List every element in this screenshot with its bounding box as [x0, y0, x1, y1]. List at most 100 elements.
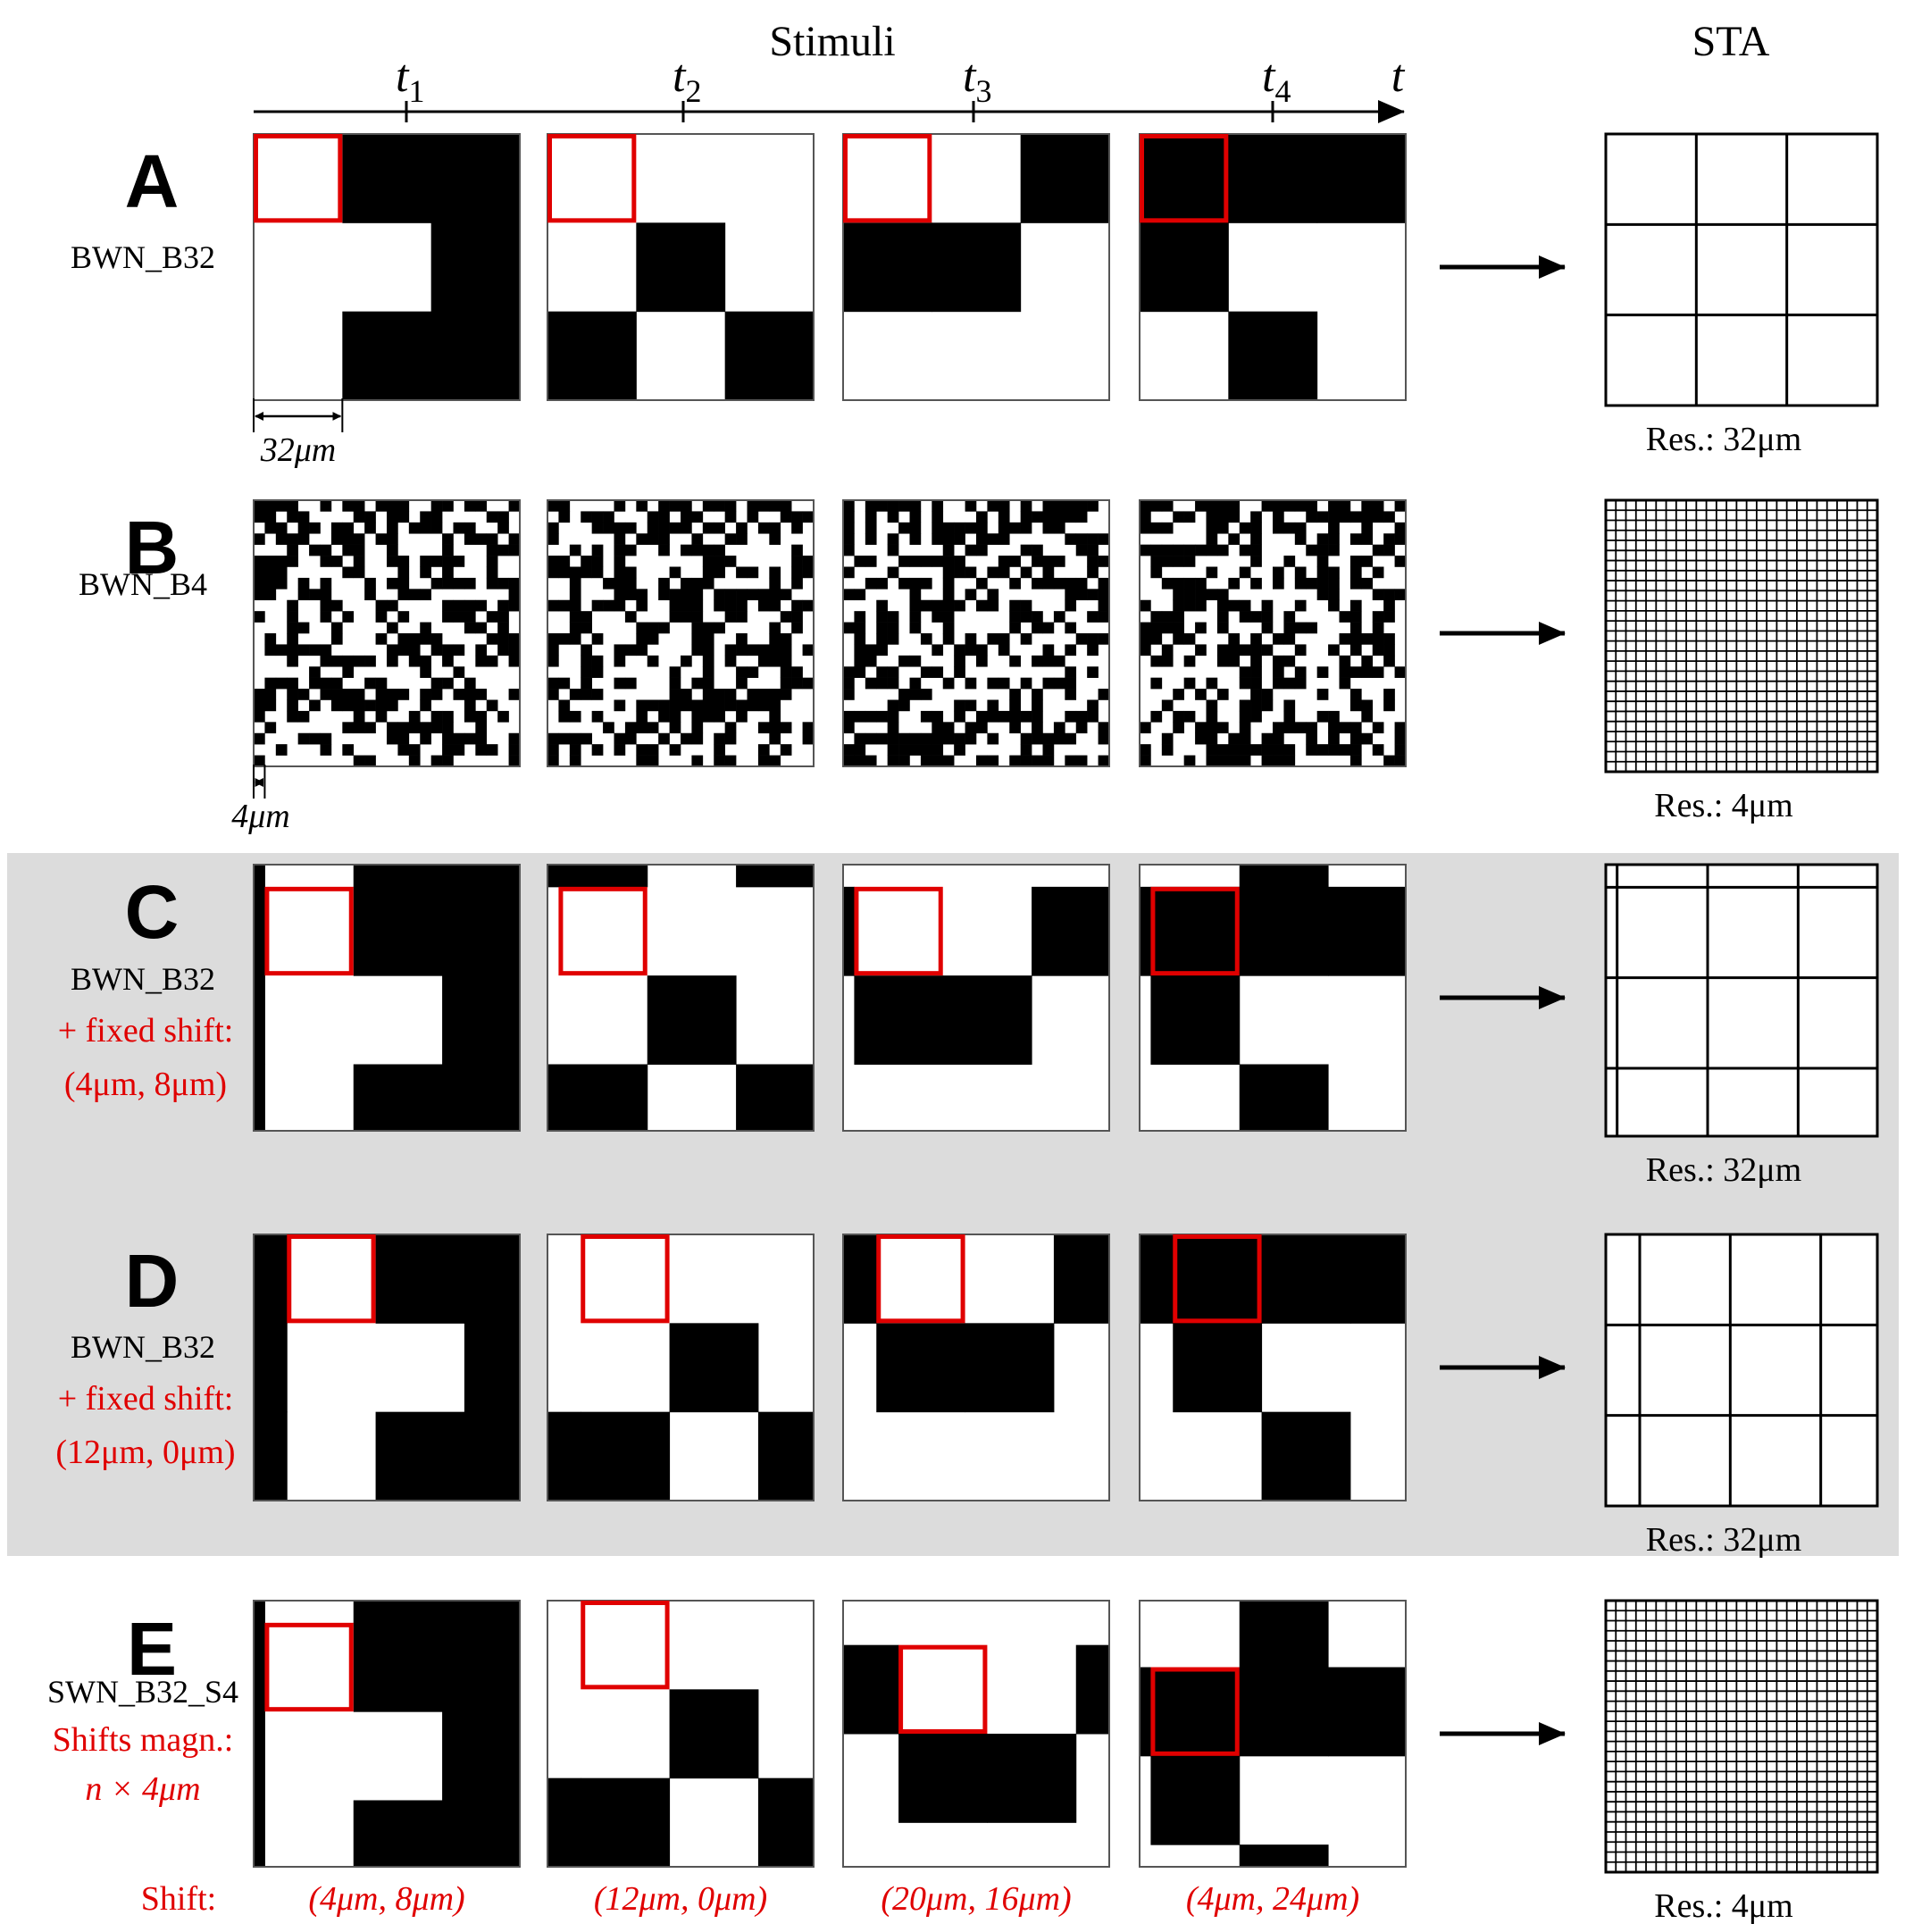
noise-pixel	[430, 644, 443, 657]
noise-pixel	[442, 500, 454, 512]
noise-pixel	[475, 655, 488, 667]
noise-pixel	[736, 599, 748, 612]
noise-pixel	[1065, 666, 1077, 678]
black-block	[254, 1622, 265, 1712]
noise-pixel	[1009, 622, 1021, 634]
black-block	[442, 1601, 520, 1624]
noise-pixel	[287, 599, 298, 612]
noise-pixel	[1065, 644, 1077, 657]
noise-pixel	[1250, 689, 1262, 700]
noise-pixel	[1140, 722, 1151, 734]
noise-pixel	[747, 644, 759, 657]
noise-pixel	[320, 689, 332, 700]
noise-pixel	[1361, 699, 1374, 712]
time-axis-label: t	[1391, 51, 1406, 102]
noise-pixel	[647, 722, 659, 734]
noise-pixel	[1349, 577, 1362, 590]
noise-pixel	[691, 677, 704, 690]
noise-pixel	[669, 500, 681, 512]
noise-pixel	[802, 732, 815, 745]
black-block	[353, 1601, 443, 1624]
noise-pixel	[1216, 744, 1229, 756]
noise-pixel	[1183, 589, 1196, 601]
noise-pixel	[1161, 622, 1174, 634]
noise-pixel	[658, 511, 670, 523]
noise-pixel	[297, 732, 310, 745]
noise-pixel	[658, 577, 670, 590]
noise-pixel	[1009, 655, 1021, 667]
noise-pixel	[854, 633, 866, 645]
noise-pixel	[1349, 699, 1362, 712]
noise-pixel	[1349, 722, 1362, 734]
noise-pixel	[1216, 611, 1229, 623]
noise-pixel	[909, 500, 922, 512]
noise-pixel	[1042, 577, 1055, 590]
noise-pixel	[330, 556, 343, 567]
stimulus-frame	[253, 864, 521, 1132]
noise-pixel	[342, 655, 355, 667]
noise-pixel	[275, 522, 288, 534]
noise-pixel	[887, 544, 899, 556]
noise-pixel	[1195, 732, 1207, 745]
noise-pixel	[854, 622, 866, 634]
noise-pixel	[1173, 710, 1184, 723]
noise-pixel	[1087, 699, 1099, 712]
noise-pixel	[387, 522, 398, 534]
black-block	[755, 400, 844, 489]
stimuli-heading: Stimuli	[769, 18, 895, 65]
noise-pixel	[1339, 677, 1351, 690]
noise-pixel	[920, 732, 932, 745]
noise-pixel	[669, 522, 681, 534]
black-block	[430, 134, 520, 223]
noise-pixel	[342, 722, 355, 734]
noise-pixel	[1261, 611, 1274, 623]
noise-pixel	[1294, 577, 1307, 590]
noise-pixel	[1306, 577, 1317, 590]
noise-pixel	[408, 644, 421, 657]
time-tick-subscript: 2	[685, 73, 701, 109]
noise-pixel	[1383, 689, 1395, 700]
black-block	[1020, 134, 1109, 223]
noise-pixel	[408, 522, 421, 534]
stimulus-frame	[1139, 499, 1407, 767]
noise-pixel	[998, 644, 1010, 657]
noise-pixel	[942, 722, 955, 734]
noise-pixel	[636, 599, 648, 612]
highlight-box	[843, 134, 932, 223]
shift-label: (20μm, 16μm)	[881, 1880, 1071, 1918]
noise-pixel	[287, 556, 298, 567]
noise-pixel	[843, 677, 855, 690]
noise-pixel	[702, 556, 714, 567]
noise-pixel	[591, 522, 604, 534]
noise-pixel	[1206, 589, 1218, 601]
noise-pixel	[791, 666, 803, 678]
shift-label: (12μm, 0μm)	[594, 1880, 767, 1918]
frame-border	[253, 133, 521, 401]
sta-frame	[1604, 1599, 1879, 1874]
black-block	[547, 1777, 581, 1867]
noise-pixel	[353, 556, 365, 567]
noise-pixel	[1372, 633, 1384, 645]
noise-pixel	[1273, 677, 1284, 690]
noise-pixel	[769, 500, 781, 512]
noise-pixel	[791, 622, 803, 634]
noise-pixel	[942, 556, 955, 567]
noise-pixel	[669, 699, 681, 712]
noise-pixel	[724, 655, 737, 667]
noise-pixel	[1150, 710, 1163, 723]
noise-pixel	[1183, 577, 1196, 590]
shift-label: (4μm, 24μm)	[1186, 1880, 1359, 1918]
noise-pixel	[942, 755, 955, 767]
noise-pixel	[932, 522, 944, 534]
noise-pixel	[1216, 622, 1229, 634]
black-block	[1140, 134, 1229, 223]
black-block	[1416, 1756, 1506, 1845]
noise-pixel	[486, 511, 498, 523]
noise-pixel	[297, 577, 310, 590]
noise-pixel	[865, 577, 877, 590]
noise-pixel	[791, 556, 803, 567]
noise-pixel	[1065, 732, 1077, 745]
noise-pixel	[843, 544, 855, 556]
noise-pixel	[647, 633, 659, 645]
